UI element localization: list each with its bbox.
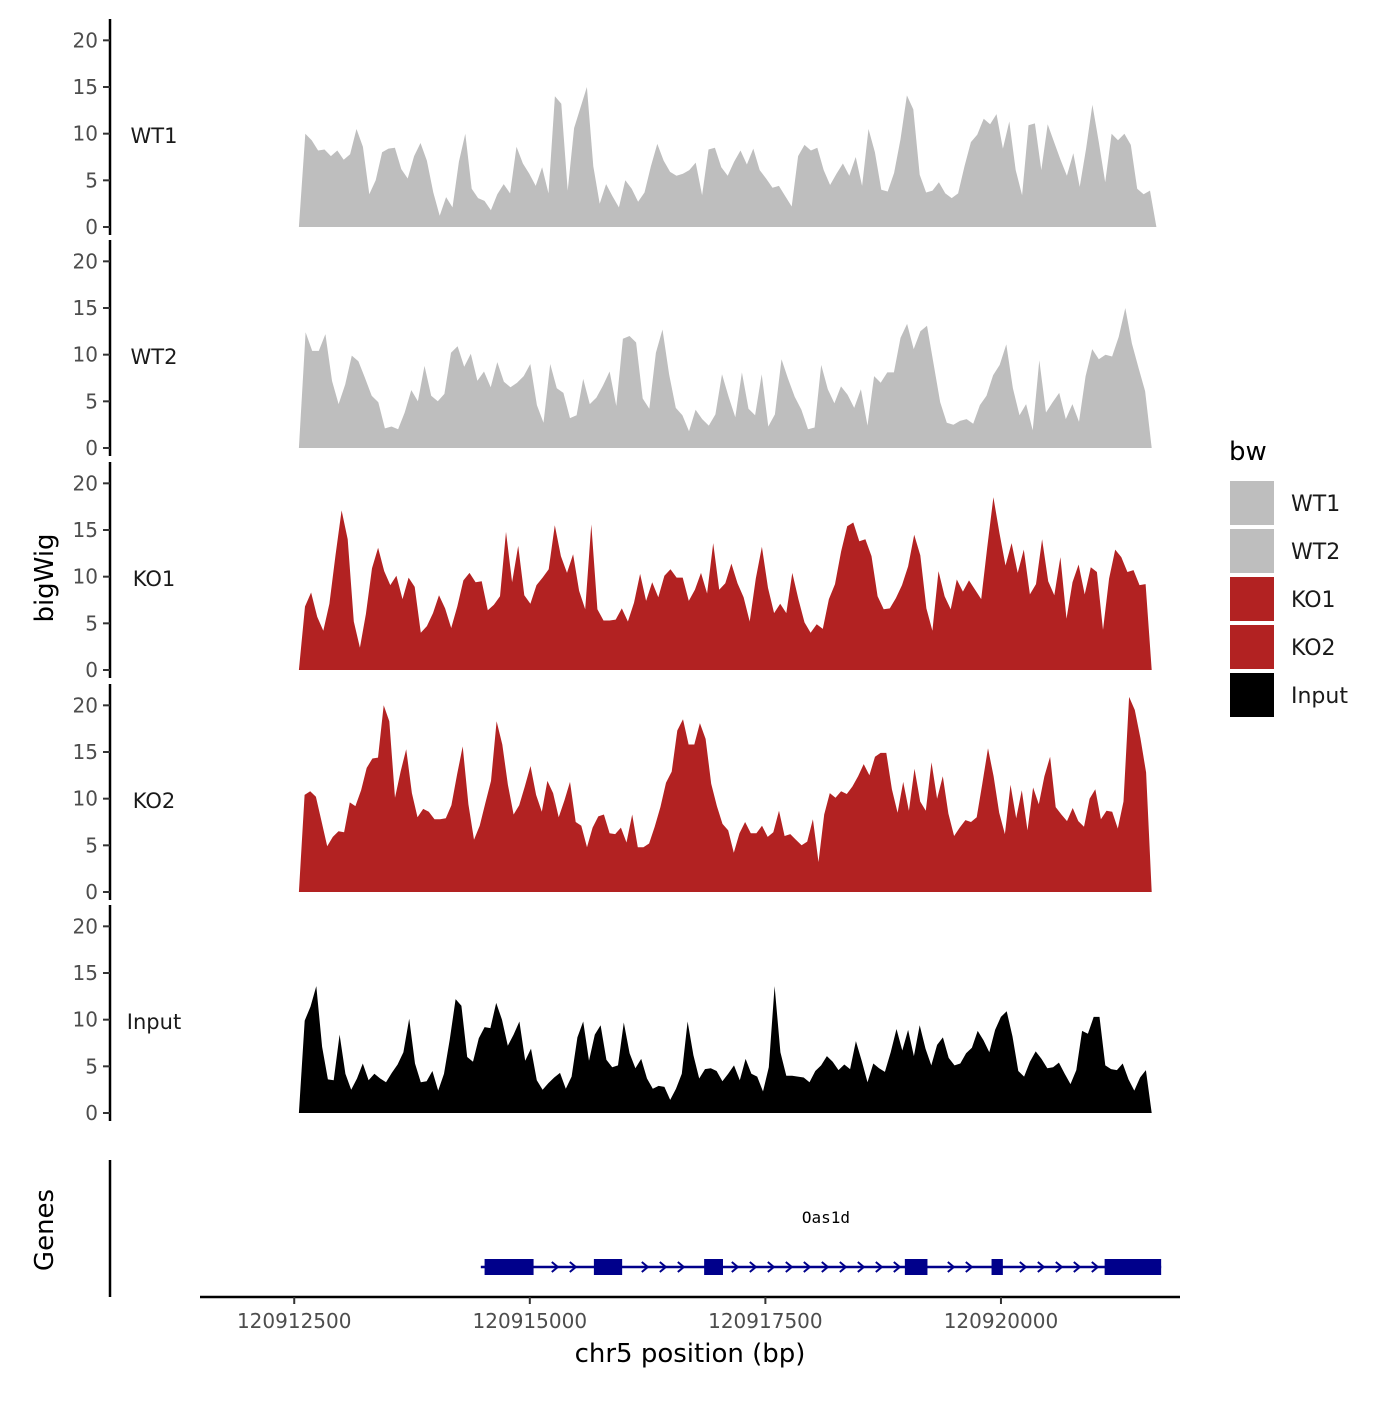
y-tick-label: 5	[85, 1054, 98, 1078]
strand-arrow	[1073, 1261, 1082, 1273]
y-tick-label: 20	[73, 693, 98, 717]
coverage-area-wt2	[298, 308, 1152, 448]
track-panel-ko1: 0 5 10 15 20 KO1	[73, 462, 1152, 682]
y-tick-label: 10	[73, 787, 98, 811]
x-tick-label: 120917500	[708, 1309, 823, 1333]
track-label: WT1	[131, 124, 178, 148]
y-tick-label: 15	[73, 740, 98, 764]
y-tick-label: 15	[73, 961, 98, 985]
y-tick-label: 5	[85, 389, 98, 413]
legend-label: WT1	[1291, 492, 1340, 517]
coverage-area-ko1	[298, 497, 1152, 670]
coverage-area-ko2	[298, 696, 1152, 892]
legend-label: WT2	[1291, 540, 1340, 565]
track-panel-input: 0 5 10 15 20 Input	[73, 905, 1152, 1125]
x-axis-title: chr5 position (bp)	[575, 1339, 806, 1369]
strand-arrow	[1055, 1261, 1064, 1273]
y-tick-label: 0	[85, 215, 98, 239]
strand-arrow	[659, 1261, 668, 1273]
track-label: KO2	[133, 789, 176, 813]
strand-arrow	[893, 1261, 902, 1273]
y-tick-label: 10	[73, 343, 98, 367]
x-tick-label: 120912500	[237, 1309, 352, 1333]
y-tick-label: 10	[73, 1008, 98, 1032]
y-tick-label: 15	[73, 75, 98, 99]
strand-arrow	[857, 1261, 866, 1273]
x-axis: 120912500 120915000 120917500 120920000	[200, 1295, 1180, 1333]
strand-arrow	[947, 1261, 956, 1273]
exon	[704, 1259, 723, 1275]
track-panel-wt2: 0 5 10 15 20 WT2	[73, 240, 1152, 460]
strand-arrow	[1019, 1261, 1028, 1273]
strand-arrow	[1037, 1261, 1046, 1273]
exon	[1104, 1259, 1162, 1275]
strand-arrow	[965, 1261, 974, 1273]
y-tick-label: 5	[85, 168, 98, 192]
legend-swatch-wt1	[1228, 479, 1276, 527]
gene-track-title: Genes	[30, 1189, 60, 1271]
coverage-area-input	[298, 986, 1152, 1113]
y-tick-label: 20	[73, 28, 98, 52]
strand-arrow	[749, 1261, 758, 1273]
y-axis-title: bigWig	[30, 533, 60, 622]
exon	[904, 1259, 928, 1275]
legend-swatch-input	[1228, 671, 1276, 719]
x-tick-label: 120915000	[473, 1309, 588, 1333]
legend-swatch-ko2	[1228, 623, 1276, 671]
strand-arrow	[821, 1261, 830, 1273]
tracks-layer: 0 5 10 15 20 WT1 0 5 10 15 20 WT2 0 5 10 15 20 KO1 0 5 10 15 2…	[73, 19, 1157, 1125]
strand-arrow	[875, 1261, 884, 1273]
y-tick-label: 0	[85, 436, 98, 460]
y-tick-label: 20	[73, 914, 98, 938]
gene-track: Oas1d	[108, 1160, 1162, 1297]
track-label: KO1	[133, 567, 176, 591]
legend-label: KO2	[1291, 636, 1336, 661]
strand-arrow	[641, 1261, 650, 1273]
strand-arrow	[677, 1261, 686, 1273]
y-tick-label: 0	[85, 1101, 98, 1125]
legend-swatch-wt2	[1228, 527, 1276, 575]
track-panel-ko2: 0 5 10 15 20 KO2	[73, 684, 1152, 904]
strand-arrow	[839, 1261, 848, 1273]
strand-arrow	[569, 1261, 578, 1273]
legend-label: KO1	[1291, 588, 1336, 613]
track-label: WT2	[131, 345, 178, 369]
track-panel-wt1: 0 5 10 15 20 WT1	[73, 19, 1157, 239]
x-tick-label: 120920000	[944, 1309, 1059, 1333]
gene-name-label: Oas1d	[802, 1208, 850, 1227]
y-tick-label: 10	[73, 565, 98, 589]
y-tick-label: 15	[73, 518, 98, 542]
strand-arrow	[767, 1261, 776, 1273]
legend-title: bw	[1229, 437, 1267, 467]
strand-arrow	[551, 1261, 560, 1273]
y-tick-label: 5	[85, 833, 98, 857]
coverage-area-wt1	[298, 87, 1157, 227]
strand-arrow	[803, 1261, 812, 1273]
legend-label: Input	[1291, 684, 1348, 709]
legend: bw WT1 WT2 KO1 KO2 Input	[1228, 437, 1348, 719]
y-tick-label: 0	[85, 658, 98, 682]
strand-arrow	[1091, 1261, 1100, 1273]
y-tick-label: 5	[85, 611, 98, 635]
strand-arrow	[785, 1261, 794, 1273]
strand-arrow	[731, 1261, 740, 1273]
y-tick-label: 20	[73, 471, 98, 495]
y-tick-label: 0	[85, 880, 98, 904]
exon	[484, 1259, 534, 1275]
y-tick-label: 15	[73, 296, 98, 320]
y-tick-label: 20	[73, 249, 98, 273]
y-tick-label: 10	[73, 122, 98, 146]
exon	[593, 1259, 623, 1275]
exon	[991, 1259, 1003, 1275]
legend-swatch-ko1	[1228, 575, 1276, 623]
track-label: Input	[127, 1010, 181, 1034]
